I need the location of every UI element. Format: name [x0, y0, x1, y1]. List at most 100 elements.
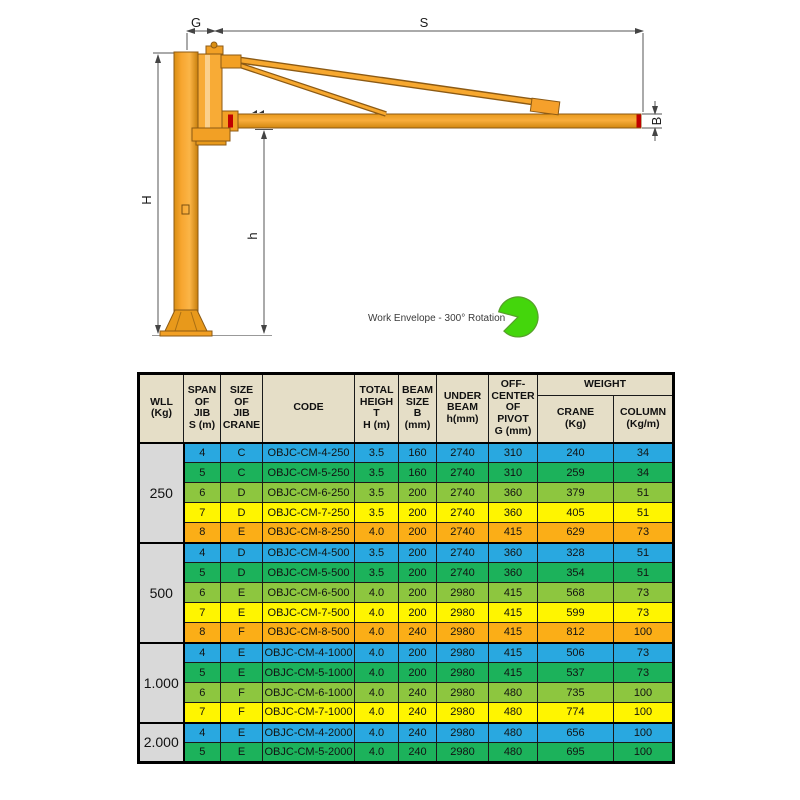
- header-crane: CRANE (Kg): [537, 395, 614, 444]
- beam-cell: 200: [398, 541, 437, 563]
- crane-cell: 354: [537, 562, 614, 583]
- header-beam: BEAM SIZE B (mm): [398, 373, 437, 444]
- dimension-beam-size: [642, 101, 662, 141]
- pivot-cell: 415: [488, 602, 538, 623]
- header-under: UNDER BEAM h(mm): [436, 373, 489, 444]
- work-envelope-icon: [497, 296, 539, 338]
- height-cell: 4.0: [354, 702, 399, 723]
- crane-beam: [221, 110, 642, 132]
- size-cell: D: [220, 502, 263, 523]
- span-cell: 7: [183, 602, 221, 623]
- header-height: TOTAL HEIGH T H (m): [354, 373, 399, 444]
- spec-table-header: WLL (Kg) SPAN OF JIB S (m) SIZE OF JIB C…: [138, 373, 674, 444]
- span-cell: 6: [183, 682, 221, 703]
- table-row: 7 F OBJC-CM-7-1000 4.0 240 2980 480 774 100: [139, 702, 674, 723]
- size-cell: D: [220, 482, 263, 503]
- span-cell: 4: [183, 541, 221, 563]
- pivot-cell: 415: [488, 662, 538, 683]
- dim-label-G: G: [191, 15, 201, 30]
- size-cell: E: [220, 742, 263, 763]
- column-cell: 73: [613, 641, 674, 663]
- beam-cell: 200: [398, 662, 437, 683]
- crane-cell: 328: [537, 541, 614, 563]
- code-cell: OBJC-CM-7-1000: [262, 702, 355, 723]
- beam-marks: [252, 110, 264, 113]
- span-cell: 4: [183, 721, 221, 743]
- column-cell: 100: [613, 702, 674, 723]
- pivot-cell: 360: [488, 502, 538, 523]
- crane-cell: 735: [537, 682, 614, 703]
- code-cell: OBJC-CM-7-250: [262, 502, 355, 523]
- column-cell: 100: [613, 682, 674, 703]
- table-row: 5 D OBJC-CM-5-500 3.5 200 2740 360 354 51: [139, 562, 674, 583]
- pivot-cell: 480: [488, 702, 538, 723]
- under-cell: 2980: [436, 721, 489, 743]
- column-cell: 100: [613, 742, 674, 763]
- table-row: 5 E OBJC-CM-5-2000 4.0 240 2980 480 695 100: [139, 742, 674, 763]
- pivot-cell: 310: [488, 462, 538, 483]
- beam-cell: 160: [398, 441, 437, 463]
- size-cell: E: [220, 522, 263, 543]
- crane-cell: 568: [537, 582, 614, 603]
- under-cell: 2740: [436, 502, 489, 523]
- span-cell: 5: [183, 742, 221, 763]
- pivot-cell: 310: [488, 441, 538, 463]
- span-cell: 8: [183, 622, 221, 643]
- crane-cell: 774: [537, 702, 614, 723]
- under-cell: 2740: [436, 462, 489, 483]
- header-weight: WEIGHT: [537, 373, 674, 396]
- crane-column: [159, 51, 213, 337]
- pivot-cell: 480: [488, 742, 538, 763]
- code-cell: OBJC-CM-4-500: [262, 541, 355, 563]
- dimension-total-height: [153, 52, 176, 334]
- height-cell: 3.5: [354, 562, 399, 583]
- crane-cell: 405: [537, 502, 614, 523]
- pivot-cell: 415: [488, 582, 538, 603]
- span-cell: 5: [183, 462, 221, 483]
- dim-label-H: H: [139, 195, 154, 204]
- code-cell: OBJC-CM-6-1000: [262, 682, 355, 703]
- column-base-skirt: [164, 309, 208, 332]
- dim-label-h: h: [245, 232, 260, 239]
- table-row: 500 4 D OBJC-CM-4-500 3.5 200 2740 360 328 51: [138, 541, 674, 643]
- table-row: 2.000 4 E OBJC-CM-4-2000 4.0 240 2980 480 656 100: [138, 721, 674, 763]
- size-cell: E: [220, 662, 263, 683]
- work-envelope-label: Work Envelope - 300° Rotation: [368, 313, 505, 324]
- spec-table: WLL (Kg) SPAN OF JIB S (m) SIZE OF JIB C…: [137, 372, 675, 764]
- beam-cell: 200: [398, 582, 437, 603]
- table-row: 5 C OBJC-CM-5-250 3.5 160 2740 310 259 34: [139, 462, 674, 483]
- beam-cell: 240: [398, 742, 437, 763]
- crane-cell: 599: [537, 602, 614, 623]
- height-cell: 4.0: [354, 662, 399, 683]
- pivot-cell: 360: [488, 562, 538, 583]
- column-cell: 51: [613, 541, 674, 563]
- table-row: 8 F OBJC-CM-8-500 4.0 240 2980 415 812 100: [139, 622, 674, 643]
- header-code: CODE: [262, 373, 355, 444]
- header-span: SPAN OF JIB S (m): [183, 373, 221, 444]
- beam-cell: 240: [398, 721, 437, 743]
- span-cell: 7: [183, 502, 221, 523]
- span-cell: 6: [183, 482, 221, 503]
- beam-cell: 160: [398, 462, 437, 483]
- span-cell: 7: [183, 702, 221, 723]
- beam-cell: 200: [398, 602, 437, 623]
- code-cell: OBJC-CM-4-250: [262, 441, 355, 463]
- size-cell: E: [220, 641, 263, 663]
- height-cell: 3.5: [354, 541, 399, 563]
- collar-flange: [191, 127, 231, 142]
- pivot-cell: 415: [488, 641, 538, 663]
- code-cell: OBJC-CM-5-500: [262, 562, 355, 583]
- crane-cell: 695: [537, 742, 614, 763]
- height-cell: 3.5: [354, 462, 399, 483]
- code-cell: OBJC-CM-4-2000: [262, 721, 355, 743]
- size-cell: E: [220, 602, 263, 623]
- code-cell: OBJC-CM-4-1000: [262, 641, 355, 663]
- pivot-cell: 360: [488, 541, 538, 563]
- rod-clevis: [220, 54, 242, 69]
- table-row: 6 E OBJC-CM-6-500 4.0 200 2980 415 568 73: [139, 582, 674, 603]
- beam-cell: 200: [398, 482, 437, 503]
- under-cell: 2980: [436, 662, 489, 683]
- size-cell: E: [220, 582, 263, 603]
- span-cell: 4: [183, 641, 221, 663]
- span-cell: 8: [183, 522, 221, 543]
